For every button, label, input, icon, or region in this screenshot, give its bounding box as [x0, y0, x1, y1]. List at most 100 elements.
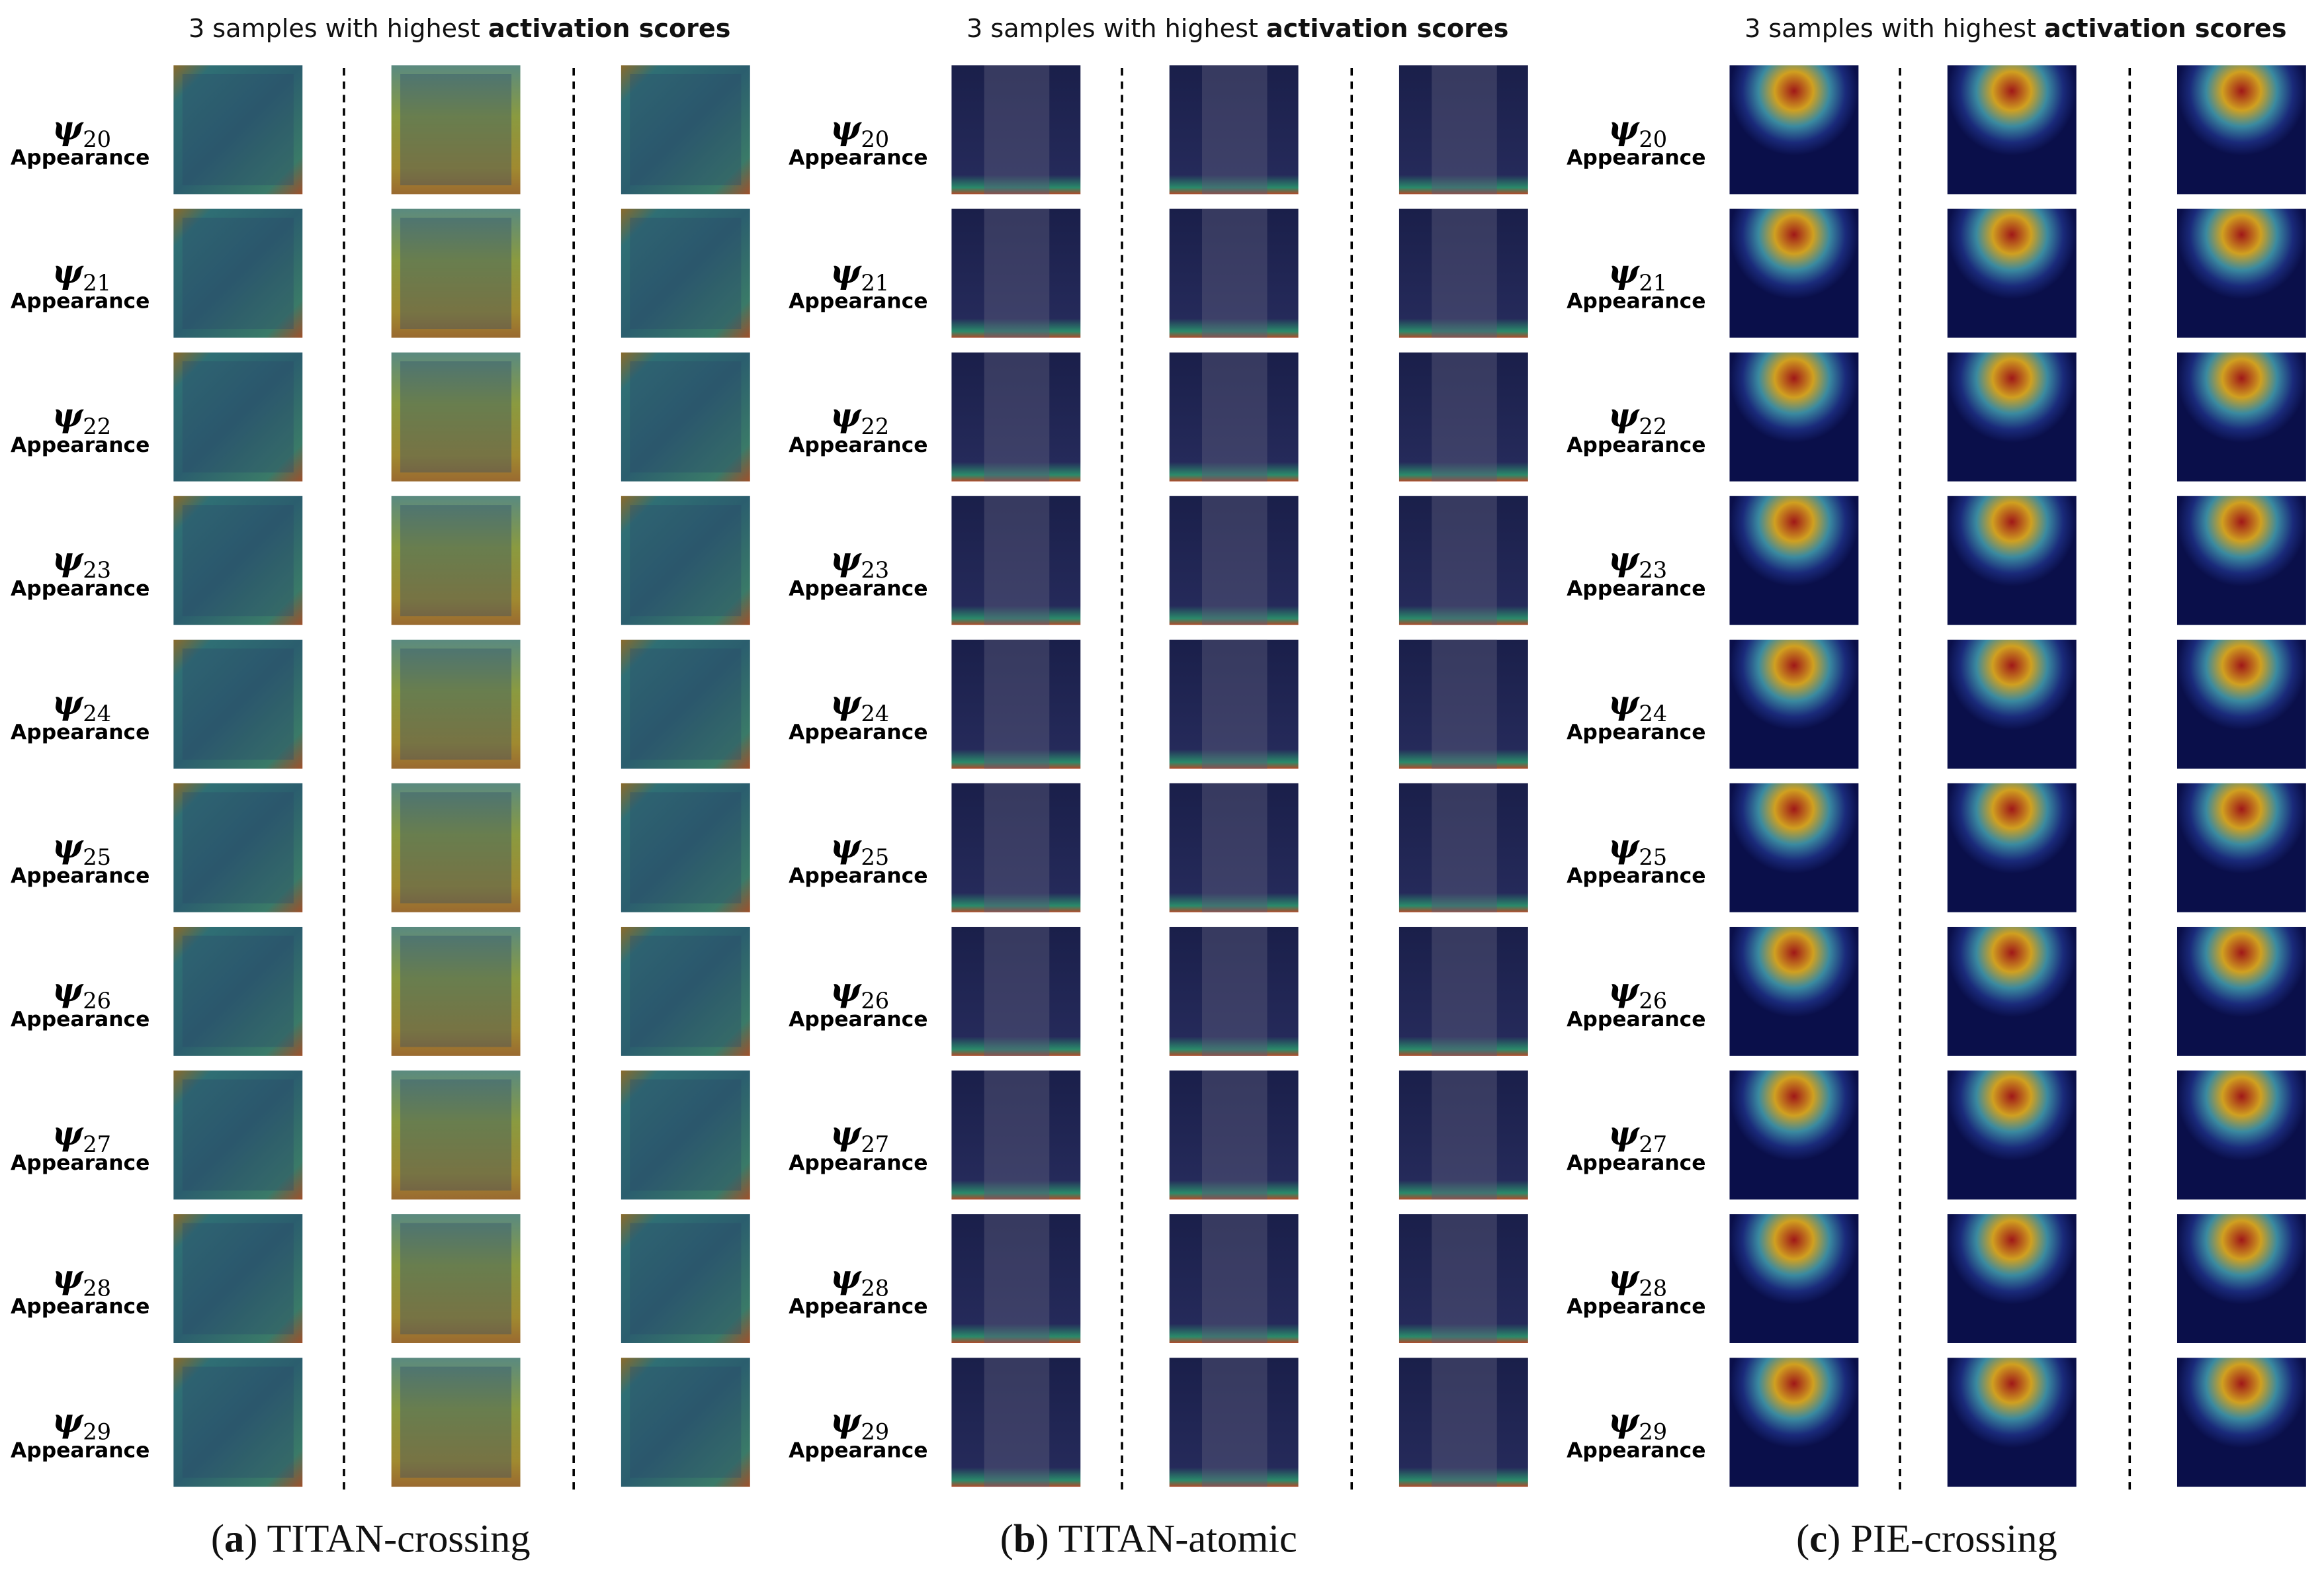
feature-label: Appearance: [1567, 146, 1705, 170]
feature-label: Appearance: [1567, 1295, 1705, 1319]
index: 23: [1639, 557, 1667, 583]
feature-symbol: ψ29: [1608, 1401, 1667, 1444]
heatmap-sample: [951, 352, 1081, 482]
panel-header: 3 samples with highest activation scores: [967, 14, 1508, 43]
sample-inner: [182, 1223, 294, 1334]
heatmap-sample: [1399, 65, 1528, 195]
sample-strip: [1432, 783, 1497, 912]
sample-strip: [984, 1214, 1050, 1343]
heatmap-sample: [951, 65, 1081, 195]
heatmap-sample: [1947, 1358, 2077, 1487]
heatmap-sample: [1947, 65, 2077, 195]
index: 25: [1639, 844, 1667, 870]
heatmap-sample: [1729, 352, 1859, 482]
feature-symbol: ψ29: [830, 1401, 889, 1444]
index: 29: [861, 1419, 889, 1444]
heatmap-sample: [951, 1071, 1081, 1200]
index: 23: [861, 557, 889, 583]
feature-symbol: ψ24: [830, 683, 889, 726]
heatmap-sample: [1169, 1358, 1299, 1487]
heatmap-sample: [1947, 783, 2077, 912]
heatmap-sample: [2176, 352, 2306, 482]
sample-strip: [1432, 65, 1497, 195]
heatmap-sample: [1169, 65, 1299, 195]
sample-inner: [630, 1366, 742, 1478]
heatmap-sample: [1399, 783, 1528, 912]
heatmap-sample: [1399, 1358, 1528, 1487]
feature-symbol: ψ21: [1608, 253, 1667, 296]
heatmap-sample: [391, 639, 521, 769]
feature-symbol: ψ25: [52, 827, 111, 870]
psi: ψ: [52, 253, 84, 291]
psi: ψ: [830, 1114, 862, 1153]
heatmap-sample: [1399, 1214, 1528, 1343]
psi: ψ: [830, 1258, 862, 1296]
index: 21: [1639, 270, 1667, 296]
sample-strip: [1432, 639, 1497, 769]
heatmap-sample: [2176, 783, 2306, 912]
sample-inner: [182, 505, 294, 617]
caption-letter: b: [1013, 1516, 1036, 1561]
feature-symbol: ψ28: [1608, 1258, 1667, 1301]
heatmap-sample: [1947, 352, 2077, 482]
psi: ψ: [830, 396, 862, 435]
heatmap-sample: [1947, 639, 2077, 769]
heatmap-sample: [391, 1358, 521, 1487]
feature-label: Appearance: [1567, 290, 1705, 314]
index: 21: [83, 270, 111, 296]
sample-inner: [182, 1079, 294, 1191]
heatmap-sample: [1947, 208, 2077, 338]
caption-text: TITAN-crossing: [257, 1516, 530, 1561]
caption-open: (: [1796, 1516, 1809, 1561]
feature-label: Appearance: [789, 146, 927, 170]
heatmap-sample: [621, 1358, 750, 1487]
psi: ψ: [52, 1114, 84, 1153]
psi: ψ: [830, 827, 862, 865]
heatmap-sample: [2176, 639, 2306, 769]
heatmap-sample: [173, 496, 303, 625]
heatmap-sample: [391, 926, 521, 1056]
sample-inner: [400, 218, 512, 329]
heatmap-sample: [391, 1071, 521, 1200]
heatmap-sample: [1169, 639, 1299, 769]
panel-caption: (c) PIE-crossing: [1796, 1516, 2057, 1561]
heatmap-sample: [2176, 1071, 2306, 1200]
heatmap-sample: [951, 496, 1081, 625]
feature-label: Appearance: [11, 1295, 150, 1319]
sample-strip: [1432, 1358, 1497, 1487]
feature-label: Appearance: [11, 1008, 150, 1031]
psi: ψ: [52, 1401, 84, 1440]
heatmap-sample: [173, 926, 303, 1056]
sample-inner: [182, 218, 294, 329]
feature-symbol: ψ22: [52, 396, 111, 439]
caption-letter: c: [1809, 1516, 1827, 1561]
sample-strip: [1201, 352, 1268, 482]
caption-close: ): [1036, 1516, 1049, 1561]
heatmap-sample: [173, 1214, 303, 1343]
feature-label: Appearance: [1567, 577, 1705, 601]
heatmap-sample: [391, 208, 521, 338]
heatmap-sample: [621, 1071, 750, 1200]
heatmap-sample: [1729, 926, 1859, 1056]
heatmap-sample: [2176, 1214, 2306, 1343]
index: 28: [1639, 1275, 1667, 1301]
heatmap-sample: [1729, 208, 1859, 338]
feature-label: Appearance: [11, 290, 150, 314]
psi: ψ: [1608, 1114, 1640, 1153]
feature-symbol: ψ27: [52, 1114, 111, 1157]
feature-symbol: ψ26: [1608, 971, 1667, 1014]
heatmap-sample: [391, 496, 521, 625]
feature-symbol: ψ23: [1608, 540, 1667, 583]
heatmap-sample: [1947, 926, 2077, 1056]
caption-open: (: [1000, 1516, 1013, 1561]
feature-symbol: ψ20: [1608, 109, 1667, 152]
heatmap-sample: [1169, 1071, 1299, 1200]
heatmap-sample: [1729, 496, 1859, 625]
sample-inner: [630, 1079, 742, 1191]
heatmap-sample: [621, 65, 750, 195]
heatmap-sample: [173, 1071, 303, 1200]
caption-text: TITAN-atomic: [1049, 1516, 1297, 1561]
feature-label: Appearance: [11, 721, 150, 744]
heatmap-sample: [1947, 496, 2077, 625]
feature-symbol: ψ24: [52, 683, 111, 726]
